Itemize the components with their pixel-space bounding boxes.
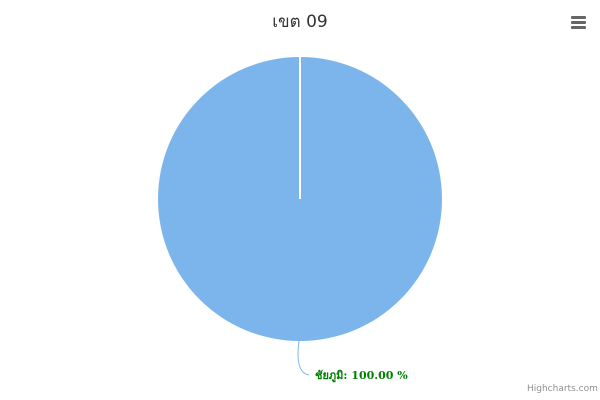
chart-title: เขต 09 <box>272 12 328 32</box>
data-label-connector <box>297 340 310 376</box>
hamburger-menu-icon <box>571 16 586 29</box>
chart-context-menu-button[interactable] <box>566 10 590 32</box>
pie-series: ชัยภูมิ: 100.00 % <box>158 57 442 383</box>
data-label: ชัยภูมิ: 100.00 % <box>315 369 408 383</box>
credits-link[interactable]: Highcharts.com <box>527 384 598 394</box>
